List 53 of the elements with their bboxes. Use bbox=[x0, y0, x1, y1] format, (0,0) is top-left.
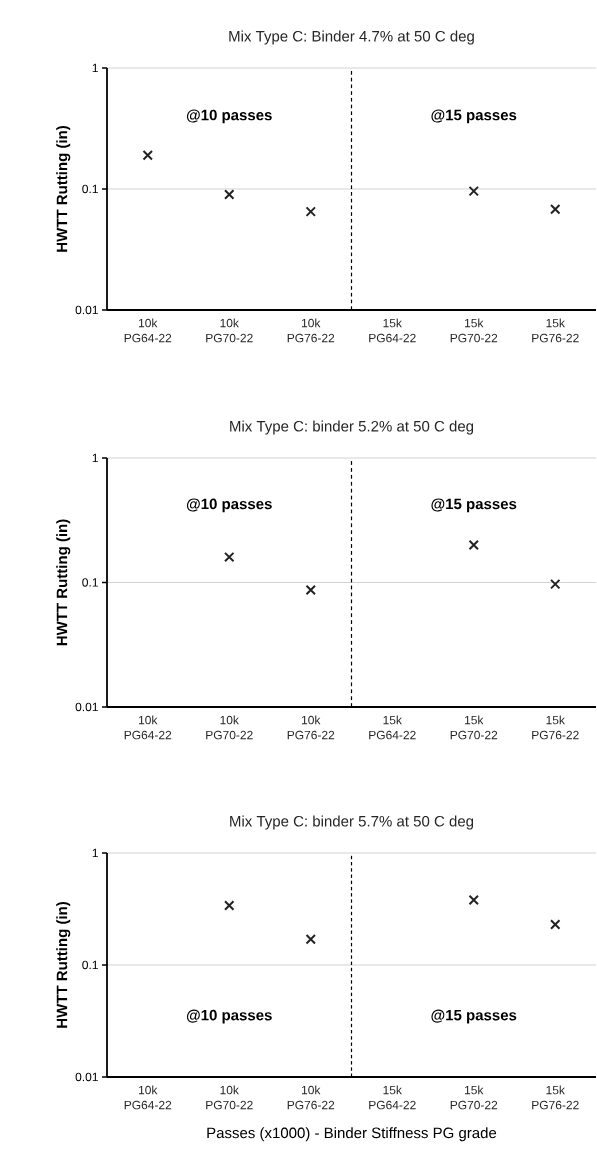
x-tick-label: 10k PG64-22 bbox=[124, 715, 172, 740]
y-tick-label: 0.01 bbox=[75, 1072, 98, 1082]
point bbox=[468, 185, 479, 197]
chart-title: Mix Type C: binder 5.7% at 50 C deg bbox=[230, 815, 474, 830]
y-axis-title: HWTT Rutting (in) bbox=[56, 902, 71, 1028]
point bbox=[550, 578, 561, 590]
annotation: @15 passes bbox=[431, 498, 517, 513]
x-tick-label: 10k PG76-22 bbox=[287, 318, 335, 343]
y-tick-label: 0.1 bbox=[82, 578, 98, 587]
y-tick-label: 0.1 bbox=[82, 960, 98, 970]
x-tick-label: 15k PG76-22 bbox=[532, 318, 579, 343]
annotation: @10 passes bbox=[186, 1009, 272, 1024]
chart-title: Mix Type C: Binder 4.7% at 50 C deg bbox=[229, 30, 474, 45]
point bbox=[468, 539, 479, 551]
y-tick-label: 0.01 bbox=[75, 305, 98, 315]
point bbox=[550, 919, 561, 930]
point bbox=[224, 189, 235, 200]
y-axis-title: HWTT Rutting (in) bbox=[56, 126, 71, 252]
x-tick-label: 15k PG70-22 bbox=[450, 318, 498, 343]
x-tick-label: 10k PG76-22 bbox=[287, 1085, 335, 1110]
point bbox=[305, 206, 316, 217]
x-tick-label: 10k PG70-22 bbox=[206, 318, 253, 343]
x-tick-label: 10k PG70-22 bbox=[206, 715, 253, 740]
x-tick-label: 15k PG76-22 bbox=[532, 1085, 579, 1110]
annotation: @15 passes bbox=[431, 109, 517, 124]
x-tick-label: 10k PG64-22 bbox=[124, 318, 172, 343]
y-tick-label: 1 bbox=[92, 848, 98, 858]
y-tick-label: 1 bbox=[92, 453, 98, 463]
annotation: @10 passes bbox=[186, 498, 272, 513]
x-tick-label: 15k PG70-22 bbox=[450, 1085, 498, 1110]
x-tick-label: 10k PG70-22 bbox=[206, 1085, 253, 1110]
point bbox=[305, 933, 316, 945]
point bbox=[224, 900, 235, 911]
x-axis-title: Passes (x1000) - Binder Stiffness PG grade bbox=[207, 1127, 497, 1142]
y-axis-title: HWTT Rutting (in) bbox=[56, 519, 71, 646]
y-tick-label: 1 bbox=[92, 63, 98, 73]
x-tick-label: 15k PG70-22 bbox=[450, 715, 498, 740]
x-tick-label: 15k PG64-22 bbox=[369, 715, 416, 740]
y-tick-label: 0.01 bbox=[75, 702, 98, 712]
point bbox=[142, 150, 153, 161]
point bbox=[468, 894, 479, 906]
x-tick-label: 15k PG64-22 bbox=[369, 318, 416, 343]
annotation: @15 passes bbox=[431, 1009, 517, 1024]
x-tick-label: 15k PG76-22 bbox=[532, 715, 579, 740]
y-tick-label: 0.1 bbox=[82, 184, 98, 194]
annotation: @10 passes bbox=[186, 109, 272, 124]
point bbox=[305, 584, 316, 596]
point bbox=[224, 551, 235, 563]
x-tick-label: 15k PG64-22 bbox=[369, 1085, 416, 1110]
x-tick-label: 10k PG76-22 bbox=[287, 715, 335, 740]
x-tick-label: 10k PG64-22 bbox=[124, 1085, 172, 1110]
point bbox=[550, 204, 561, 215]
chart-title: Mix Type C: binder 5.2% at 50 C deg bbox=[230, 420, 474, 435]
